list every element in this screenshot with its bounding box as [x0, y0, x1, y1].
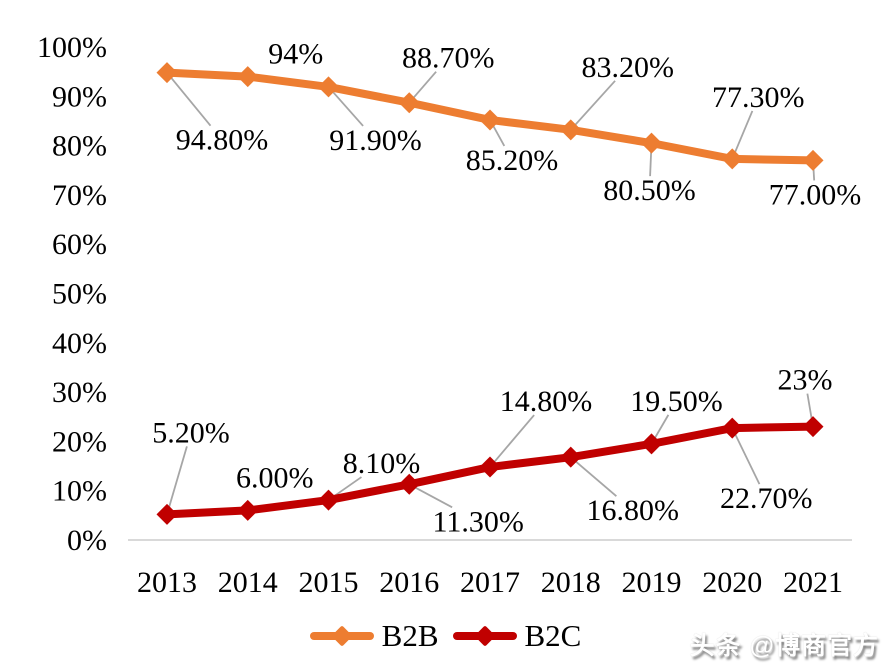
x-tick-label: 2014 [218, 566, 278, 599]
b2c-diamond-icon [473, 625, 496, 647]
legend-label-b2b: B2B [381, 618, 439, 653]
x-tick-label: 2021 [783, 566, 843, 599]
watermark-text: 头条 @博商官方 [689, 632, 879, 660]
b2b-line-diamond-marker-icon [309, 625, 374, 647]
label-leader-line [570, 80, 616, 131]
b2b-point-marker [721, 148, 743, 170]
b2b-diamond-icon [331, 625, 353, 647]
b2b-point-marker [156, 62, 178, 84]
b2b-point-marker [479, 109, 501, 131]
y-tick-label: 80% [52, 130, 107, 163]
b2c-point-marker [318, 489, 339, 511]
b2b-point-marker [560, 119, 582, 141]
x-tick-label: 2019 [622, 566, 682, 599]
y-tick-label: 0% [67, 524, 107, 557]
y-tick-label: 70% [52, 179, 107, 212]
label-leader-line [166, 72, 212, 127]
y-tick-label: 10% [52, 475, 107, 508]
b2c-data-label: 5.20% [152, 416, 230, 449]
b2c-point-marker [398, 473, 420, 495]
b2b-data-label: 85.20% [466, 144, 559, 177]
b2b-point-marker [237, 66, 259, 88]
b2c-data-label: 19.50% [630, 385, 723, 418]
label-leader-line [489, 414, 535, 468]
b2b-data-label: 94.80% [176, 124, 269, 157]
watermark: 头条 @博商官方 [690, 626, 879, 662]
b2b-point-marker [802, 149, 824, 171]
b2b-data-label: 80.50% [603, 174, 696, 207]
x-tick-label: 2015 [299, 566, 359, 599]
b2b-data-label: 94% [268, 38, 323, 71]
y-tick-label: 90% [52, 80, 107, 113]
b2c-point-marker [156, 503, 178, 525]
y-tick-label: 30% [52, 376, 107, 409]
y-tick-label: 40% [52, 327, 107, 360]
b2b-point-marker [318, 76, 339, 98]
b2c-point-marker [641, 433, 662, 455]
y-tick-label: 100% [37, 31, 107, 64]
b2c-point-marker [721, 417, 743, 439]
label-leader-line [327, 86, 364, 127]
x-tick-label: 2020 [702, 566, 762, 599]
label-leader-line [166, 446, 188, 515]
b2b-data-label: 77.30% [712, 81, 805, 114]
b2c-point-marker [237, 499, 259, 521]
legend-label-b2c: B2C [524, 618, 582, 653]
y-tick-label: 50% [52, 278, 107, 311]
label-leader-line [570, 456, 617, 497]
chart-legend: B2B B2C [0, 614, 891, 658]
x-tick-label: 2017 [460, 566, 520, 599]
b2c-data-label: 16.80% [587, 494, 680, 527]
legend-item-b2b: B2B [309, 618, 439, 654]
b2c-data-label: 6.00% [236, 461, 314, 494]
b2c-data-label: 14.80% [500, 385, 593, 418]
b2b-point-marker [398, 92, 420, 114]
b2c-data-label: 8.10% [343, 447, 421, 480]
y-tick-label: 60% [52, 228, 107, 261]
b2b-data-label: 83.20% [582, 51, 675, 84]
b2c-point-marker [802, 416, 824, 438]
x-tick-label: 2013 [137, 566, 197, 599]
y-tick-label: 20% [52, 425, 107, 458]
legend-item-b2c: B2C [452, 618, 582, 654]
b2c-point-marker [560, 446, 582, 468]
label-leader-line [408, 483, 453, 509]
label-leader-line [731, 110, 754, 160]
b2c-data-label: 23% [778, 364, 833, 397]
b2b-data-label: 91.90% [329, 124, 422, 157]
b2b-point-marker [641, 132, 662, 154]
b2c-data-label: 11.30% [433, 505, 524, 538]
b2c-data-label: 22.70% [720, 482, 813, 515]
b2b-data-label: 88.70% [402, 42, 495, 75]
x-tick-label: 2018 [541, 566, 601, 599]
x-tick-label: 2016 [379, 566, 439, 599]
b2c-point-marker [479, 456, 501, 478]
b2c-line-diamond-marker-icon [452, 625, 517, 647]
label-leader-line [731, 427, 761, 485]
b2b-data-label: 77.00% [769, 178, 862, 211]
